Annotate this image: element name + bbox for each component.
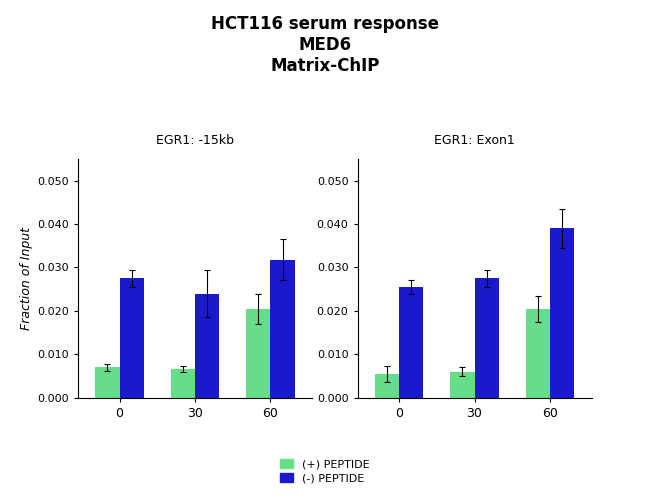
Legend: (+) PEPTIDE, (-) PEPTIDE: (+) PEPTIDE, (-) PEPTIDE <box>277 456 373 487</box>
Bar <box>171 369 195 398</box>
Bar <box>120 278 144 398</box>
Bar <box>195 294 219 398</box>
Bar <box>246 309 270 398</box>
Bar <box>550 229 574 398</box>
Bar <box>450 372 474 398</box>
Text: EGR1: Exon1: EGR1: Exon1 <box>434 134 515 147</box>
Bar <box>270 259 294 398</box>
Bar <box>526 309 550 398</box>
Y-axis label: Fraction of Input: Fraction of Input <box>20 227 33 330</box>
Bar <box>399 287 423 398</box>
Text: EGR1: -15kb: EGR1: -15kb <box>156 134 234 147</box>
Bar <box>96 367 120 398</box>
Bar <box>375 374 399 398</box>
Bar <box>474 278 499 398</box>
Text: HCT116 serum response
MED6
Matrix-ChIP: HCT116 serum response MED6 Matrix-ChIP <box>211 15 439 75</box>
